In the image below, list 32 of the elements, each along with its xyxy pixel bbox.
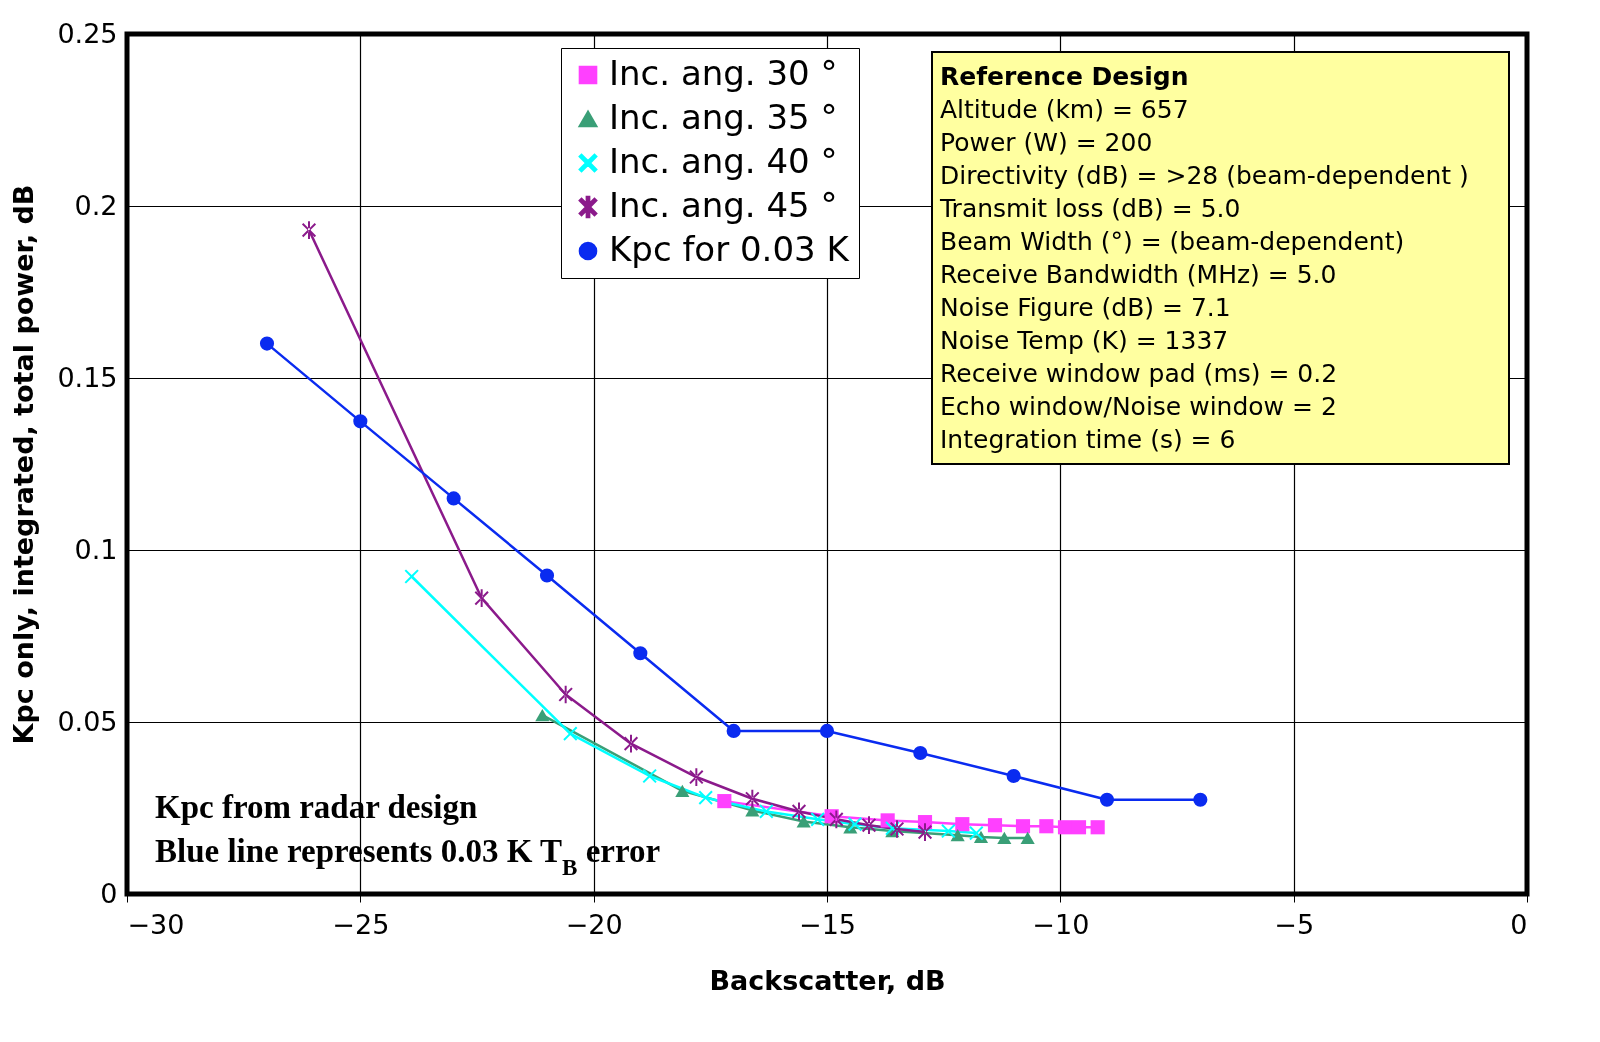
x-tick-label: −15	[799, 908, 856, 940]
annotation: Reference Design	[940, 61, 1189, 91]
annotation: Power (W) = 200	[940, 127, 1153, 157]
annotation: Integration time (s) = 6	[940, 424, 1236, 454]
y-tick-label: 0.2	[74, 189, 118, 221]
annotation: Transmit loss (dB) = 5.0	[939, 193, 1241, 223]
x-tick-label: −30	[127, 908, 185, 940]
x-tick-label: 0	[1510, 908, 1528, 940]
y-axis-title: Kpc only, integrated, total power, dB	[8, 184, 40, 745]
y-tick-label: 0.25	[57, 17, 118, 49]
legend-label: Inc. ang. 40 °	[609, 141, 838, 181]
x-tick-label: −25	[332, 908, 390, 940]
annotation: Receive window pad (ms) = 0.2	[940, 358, 1338, 388]
legend-label: Inc. ang. 30 °	[609, 53, 838, 93]
legend-label: Kpc for 0.03 K	[609, 229, 851, 269]
annotation: Beam Width (°) = (beam-dependent)	[940, 226, 1405, 256]
annotation: Directivity (dB) = >28 (beam-dependent )	[940, 160, 1469, 190]
y-tick-label: 0	[100, 877, 118, 909]
legend-label: Inc. ang. 35 °	[609, 97, 838, 137]
annotation: Echo window/Noise window = 2	[940, 391, 1337, 421]
annotation: Altitude (km) = 657	[940, 94, 1189, 124]
y-tick-label: 0.05	[57, 705, 118, 737]
legend-label: Inc. ang. 45 °	[609, 185, 838, 225]
y-tick-label: 0.15	[57, 361, 118, 393]
x-tick-label: −5	[1274, 908, 1315, 940]
x-axis-title: Backscatter, dB	[709, 964, 946, 996]
y-tick-label: 0.1	[74, 533, 118, 565]
annotation: Noise Figure (dB) = 7.1	[940, 292, 1231, 322]
annotation: Receive Bandwidth (MHz) = 5.0	[940, 259, 1337, 289]
x-tick-label: −10	[1032, 908, 1090, 940]
x-tick-label: −20	[565, 908, 623, 940]
annotation: Noise Temp (K) = 1337	[940, 325, 1229, 355]
